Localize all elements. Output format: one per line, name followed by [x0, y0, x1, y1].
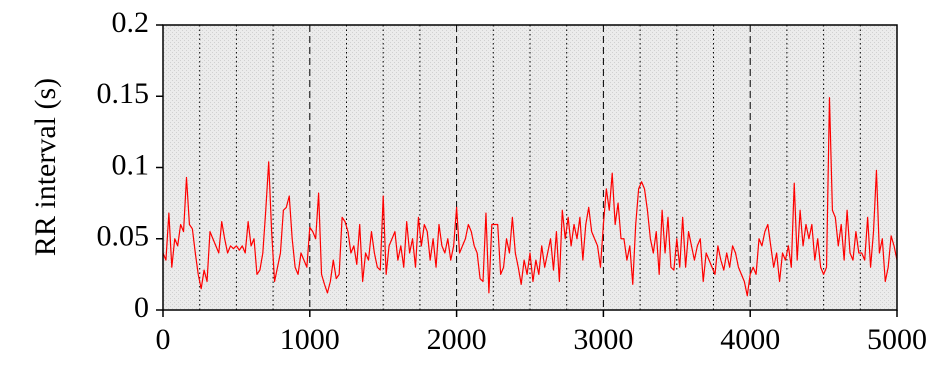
plot-background	[163, 25, 897, 310]
y-tick-label: 0.05	[97, 220, 150, 253]
y-axis-label: RR interval (s)	[29, 78, 62, 256]
x-tick-label: 5000	[867, 323, 927, 356]
data-line	[162, 97, 898, 297]
y-tick-label: 0.15	[97, 77, 150, 110]
x-tick-label: 4000	[720, 323, 780, 356]
y-tick-label: 0.1	[112, 148, 150, 181]
x-tick-label: 3000	[573, 323, 633, 356]
x-tick-label: 2000	[427, 323, 487, 356]
x-tick-label: 1000	[280, 323, 340, 356]
y-tick-label: 0.2	[112, 6, 150, 39]
plot-frame	[162, 24, 898, 311]
y-tick-label: 0	[134, 291, 149, 324]
x-tick-label: 0	[156, 323, 171, 356]
